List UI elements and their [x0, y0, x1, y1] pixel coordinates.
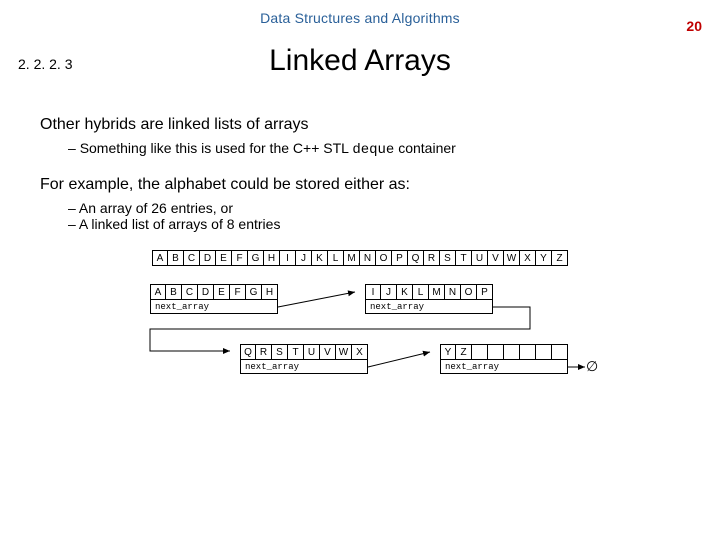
paragraph-1-sublist: Something like this is used for the C++ …: [68, 140, 680, 158]
diagram-area: ABCDEFGHIJKLMNOPQRSTUVWXYZ ∅ ABCDEFGHnex…: [40, 250, 680, 394]
array-cell: L: [413, 284, 429, 300]
flat-array-diagram: ABCDEFGHIJKLMNOPQRSTUVWXYZ: [152, 250, 568, 266]
section-number: 2. 2. 2. 3: [18, 56, 72, 72]
list-item: An array of 26 entries, or: [68, 200, 680, 216]
array-cell: L: [328, 250, 344, 266]
paragraph-2: For example, the alphabet could be store…: [40, 176, 680, 194]
slide-body: Other hybrids are linked lists of arrays…: [40, 116, 680, 394]
null-symbol: ∅: [586, 358, 598, 375]
arrow: [278, 292, 355, 307]
text-post: container: [394, 140, 455, 156]
linked-node: QRSTUVWXnext_array: [240, 344, 368, 374]
node-cells: IJKLMNOP: [365, 284, 493, 300]
node-cells: QRSTUVWX: [240, 344, 368, 360]
array-cell: G: [248, 250, 264, 266]
array-cell: R: [424, 250, 440, 266]
linked-node: ABCDEFGHnext_array: [150, 284, 278, 314]
array-cell: K: [397, 284, 413, 300]
array-cell: F: [232, 250, 248, 266]
array-cell: A: [150, 284, 166, 300]
array-cell: H: [262, 284, 278, 300]
array-cell: M: [344, 250, 360, 266]
linked-array-diagram: ∅ ABCDEFGHnext_arrayIJKLMNOPnext_arrayQR…: [130, 284, 590, 394]
array-cell: U: [304, 344, 320, 360]
linked-node: IJKLMNOPnext_array: [365, 284, 493, 314]
next-array-label: next_array: [440, 360, 568, 374]
linked-node: YZnext_array: [440, 344, 568, 374]
array-cell: [504, 344, 520, 360]
array-cell: Z: [552, 250, 568, 266]
array-cell: A: [152, 250, 168, 266]
array-cell: I: [280, 250, 296, 266]
array-cell: W: [504, 250, 520, 266]
next-array-label: next_array: [240, 360, 368, 374]
array-cell: E: [216, 250, 232, 266]
array-cell: P: [477, 284, 493, 300]
array-cell: V: [320, 344, 336, 360]
array-cell: X: [520, 250, 536, 266]
array-cell: K: [312, 250, 328, 266]
node-cells: YZ: [440, 344, 568, 360]
array-cell: S: [440, 250, 456, 266]
array-cell: Y: [536, 250, 552, 266]
array-cell: [488, 344, 504, 360]
array-cell: D: [198, 284, 214, 300]
array-cell: Z: [456, 344, 472, 360]
array-cell: R: [256, 344, 272, 360]
arrow: [368, 352, 430, 367]
array-cell: [472, 344, 488, 360]
array-cell: N: [445, 284, 461, 300]
array-cell: J: [381, 284, 397, 300]
next-array-label: next_array: [150, 300, 278, 314]
paragraph-2-sublist: An array of 26 entries, or A linked list…: [68, 200, 680, 232]
array-cell: U: [472, 250, 488, 266]
array-cell: J: [296, 250, 312, 266]
array-cell: O: [376, 250, 392, 266]
array-cell: S: [272, 344, 288, 360]
node-cells: ABCDEFGH: [150, 284, 278, 300]
list-item: A linked list of arrays of 8 entries: [68, 216, 680, 232]
text-pre: Something like this is used for the C++ …: [80, 140, 353, 156]
array-cell: T: [456, 250, 472, 266]
array-cell: C: [184, 250, 200, 266]
array-cell: W: [336, 344, 352, 360]
paragraph-1: Other hybrids are linked lists of arrays: [40, 116, 680, 134]
array-cell: [552, 344, 568, 360]
array-cell: G: [246, 284, 262, 300]
code-inline: deque: [352, 142, 394, 158]
array-cell: N: [360, 250, 376, 266]
array-cell: M: [429, 284, 445, 300]
array-cell: T: [288, 344, 304, 360]
array-cell: [536, 344, 552, 360]
array-cell: X: [352, 344, 368, 360]
next-array-label: next_array: [365, 300, 493, 314]
page-title: Linked Arrays: [0, 44, 720, 78]
array-cell: V: [488, 250, 504, 266]
array-cell: C: [182, 284, 198, 300]
course-header: Data Structures and Algorithms: [0, 0, 720, 26]
array-cell: [520, 344, 536, 360]
array-cell: F: [230, 284, 246, 300]
array-cell: B: [166, 284, 182, 300]
page-number: 20: [686, 18, 702, 34]
list-item: Something like this is used for the C++ …: [68, 140, 680, 158]
array-cell: H: [264, 250, 280, 266]
array-cell: Y: [440, 344, 456, 360]
array-cell: B: [168, 250, 184, 266]
array-cell: E: [214, 284, 230, 300]
array-cell: D: [200, 250, 216, 266]
array-cell: P: [392, 250, 408, 266]
array-cell: I: [365, 284, 381, 300]
array-cell: Q: [408, 250, 424, 266]
array-cell: O: [461, 284, 477, 300]
array-cell: Q: [240, 344, 256, 360]
